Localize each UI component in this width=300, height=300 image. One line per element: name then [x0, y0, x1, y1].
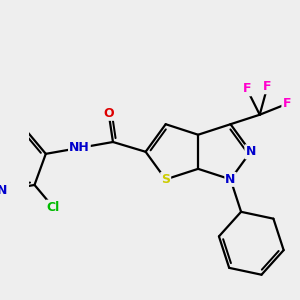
Text: F: F [282, 98, 291, 110]
Text: S: S [161, 173, 170, 186]
Text: NH: NH [69, 141, 90, 154]
Text: N: N [0, 184, 7, 197]
Text: N: N [245, 145, 256, 158]
Text: O: O [103, 107, 114, 120]
Text: N: N [225, 173, 236, 186]
Text: Cl: Cl [46, 201, 60, 214]
Text: F: F [263, 80, 272, 93]
Text: F: F [242, 82, 251, 95]
